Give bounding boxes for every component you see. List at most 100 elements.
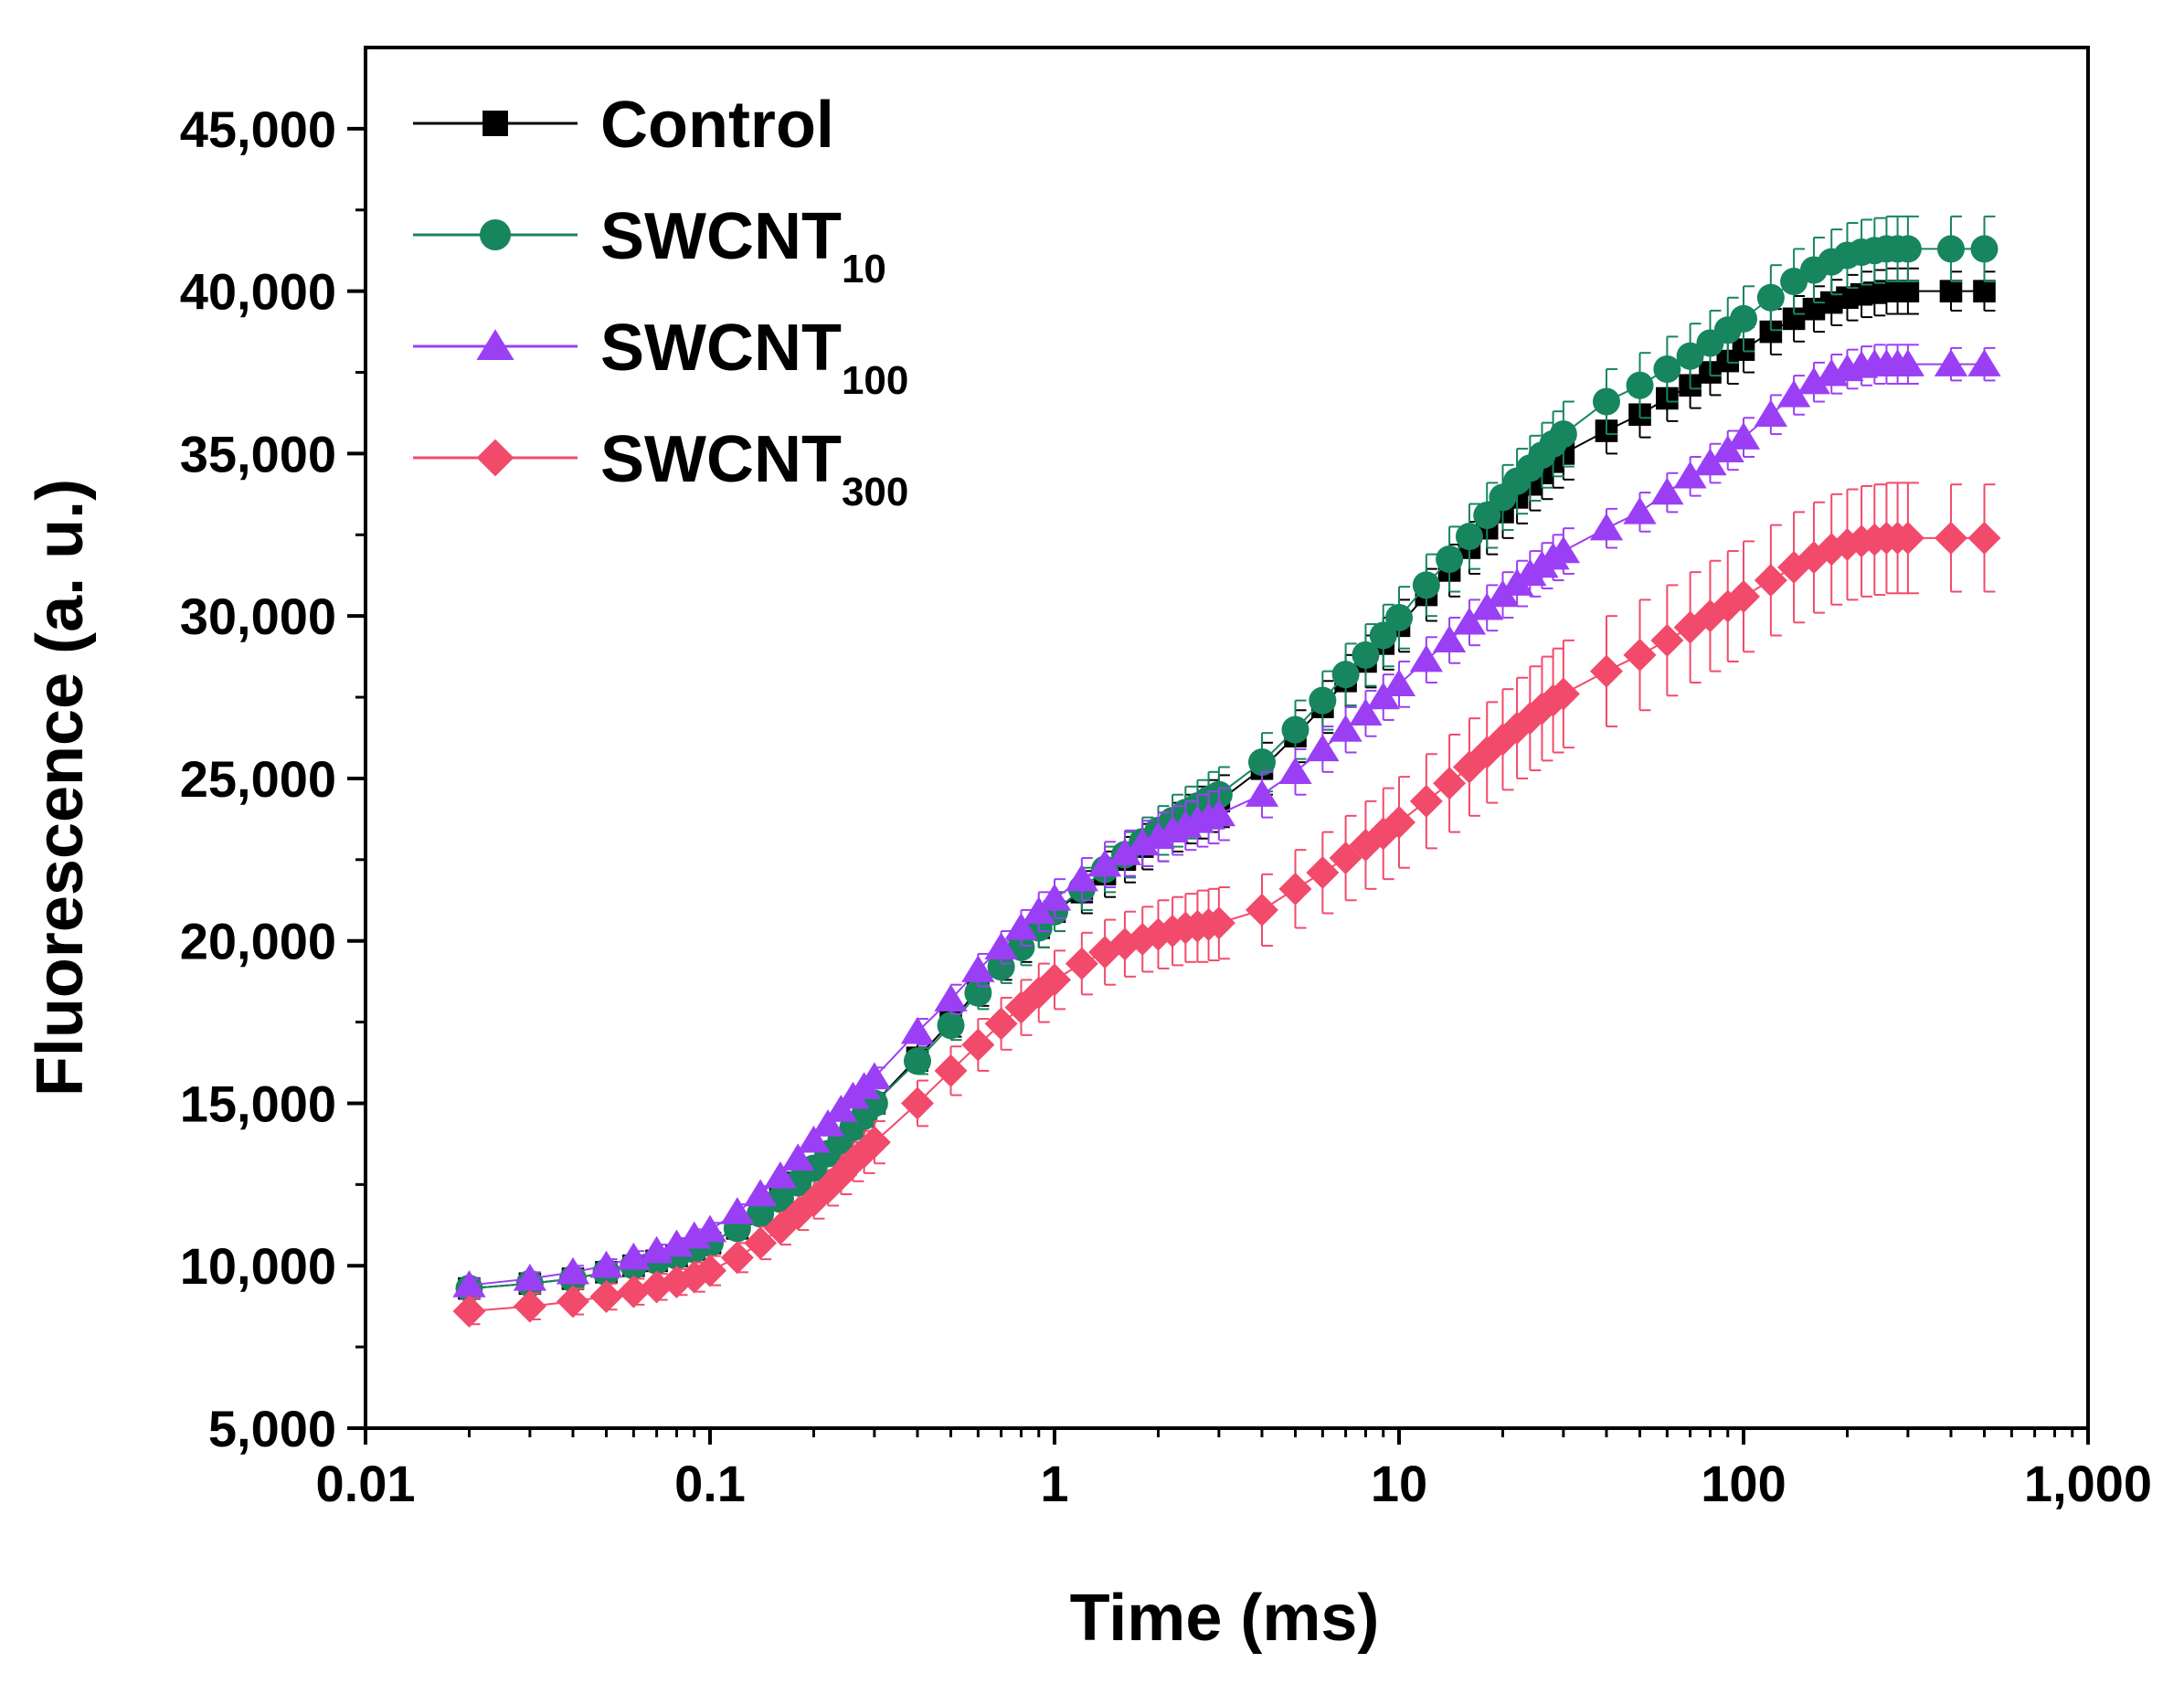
data-point <box>984 932 1018 960</box>
data-point <box>1352 641 1380 669</box>
data-point <box>1202 906 1235 940</box>
data-point <box>1369 621 1397 650</box>
data-point <box>934 984 968 1011</box>
data-point <box>1331 661 1360 689</box>
data-point <box>900 1016 935 1044</box>
data-point <box>811 1109 845 1137</box>
data-point <box>763 1160 798 1189</box>
data-point <box>781 1143 815 1171</box>
legend-item: SWCNT10 <box>413 200 886 291</box>
data-point <box>900 1086 934 1120</box>
y-tick-label: 35,000 <box>180 425 336 482</box>
x-tick-label: 0.01 <box>316 1455 416 1512</box>
data-point <box>1797 366 1831 395</box>
data-point <box>961 1028 995 1062</box>
data-point <box>857 1126 891 1160</box>
data-point <box>1730 304 1757 333</box>
data-point <box>452 1270 486 1297</box>
data-point <box>1473 501 1501 529</box>
data-point <box>1592 387 1620 416</box>
data-point <box>1546 677 1580 711</box>
data-point <box>1893 235 1922 263</box>
data-point <box>743 1179 778 1207</box>
legend-marker <box>480 219 511 250</box>
data-point <box>1546 535 1581 564</box>
legend-marker <box>476 329 514 360</box>
data-point <box>1065 863 1099 892</box>
data-point <box>1245 779 1279 807</box>
data-point <box>1673 461 1707 489</box>
data-point <box>1409 644 1444 673</box>
y-tick-label: 20,000 <box>180 913 336 970</box>
data-point <box>1202 799 1236 827</box>
y-axis-title: Fluorescence (a. u.) <box>24 479 97 1096</box>
data-point <box>1653 355 1681 383</box>
data-point <box>1278 872 1312 906</box>
data-point <box>747 1200 775 1228</box>
data-point <box>1934 521 1967 555</box>
data-point <box>660 1229 694 1257</box>
data-point <box>1896 280 1920 302</box>
data-point <box>1891 521 1924 555</box>
legend-label-main: SWCNT <box>600 423 842 496</box>
data-point <box>1004 912 1038 940</box>
data-point <box>1309 686 1337 715</box>
legend-item: Control <box>413 89 834 162</box>
data-point <box>1973 280 1996 302</box>
data-point <box>720 1241 754 1275</box>
data-point <box>1436 545 1464 573</box>
y-tick-label: 5,000 <box>208 1400 336 1457</box>
data-point <box>1626 371 1654 399</box>
legend-label-subscript: 100 <box>842 358 908 403</box>
data-point <box>1693 448 1727 476</box>
data-point <box>556 1256 590 1285</box>
data-point <box>1306 856 1340 890</box>
data-point <box>1306 734 1340 762</box>
data-point <box>961 955 995 982</box>
data-point <box>1455 523 1483 551</box>
legend-item: SWCNT100 <box>413 312 908 403</box>
data-point <box>1623 496 1657 524</box>
data-point <box>1108 838 1142 865</box>
data-point <box>1383 805 1415 839</box>
data-point <box>1329 715 1362 742</box>
data-point <box>1776 379 1811 408</box>
legend-label: SWCNT100 <box>600 312 908 403</box>
legend-label-subscript: 300 <box>842 470 908 514</box>
data-point <box>1432 625 1467 653</box>
y-tick-label: 40,000 <box>180 263 336 321</box>
legend-label-main: SWCNT <box>600 312 842 385</box>
data-point <box>1038 963 1071 997</box>
x-tick-label: 10 <box>1371 1455 1427 1512</box>
data-point <box>1247 748 1276 777</box>
x-tick-label: 100 <box>1701 1455 1786 1512</box>
data-point <box>1382 669 1416 697</box>
data-point <box>1385 603 1413 631</box>
data-point <box>1433 767 1467 800</box>
data-point <box>1967 349 2001 376</box>
data-point <box>1452 607 1487 635</box>
data-point <box>934 1054 968 1087</box>
data-point <box>1727 579 1760 613</box>
x-tick-label: 1 <box>1040 1455 1068 1512</box>
data-point <box>1970 235 1998 263</box>
data-point <box>1726 422 1761 450</box>
data-point <box>513 1289 546 1323</box>
data-point <box>1329 842 1362 875</box>
legend-marker <box>482 111 508 136</box>
y-tick-label: 10,000 <box>180 1237 336 1295</box>
series-swcnt100 <box>452 344 2001 1297</box>
y-tick-label: 25,000 <box>180 750 336 808</box>
data-point <box>1936 235 1965 263</box>
data-point <box>589 1280 623 1314</box>
legend-label-subscript: 10 <box>842 247 886 291</box>
data-point <box>1409 784 1443 818</box>
data-point <box>1676 342 1704 370</box>
legend-label: SWCNT300 <box>600 423 908 514</box>
data-point <box>984 1007 1018 1041</box>
data-point <box>720 1197 755 1224</box>
data-point <box>1754 564 1787 598</box>
legend-label-main: Control <box>600 89 834 162</box>
